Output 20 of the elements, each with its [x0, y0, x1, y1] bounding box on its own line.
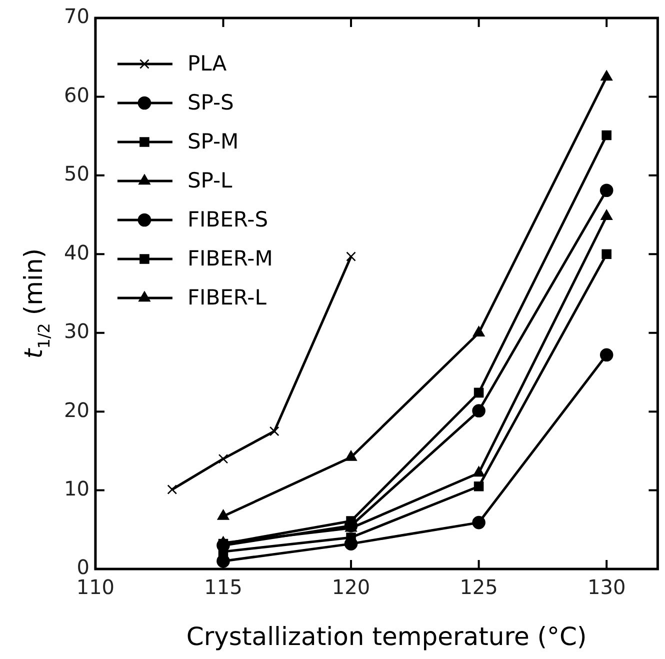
- x-tick-label: 115: [204, 575, 242, 600]
- y-tick-label: 20: [64, 398, 90, 422]
- legend-label: SP-L: [187, 168, 233, 192]
- y-tick-label: 60: [64, 82, 90, 107]
- legend-label: PLA: [187, 51, 228, 76]
- x-tick-label: 125: [460, 575, 498, 600]
- x-tick-label: 120: [332, 575, 370, 600]
- legend-label: FIBER-S: [187, 207, 268, 232]
- legend-label: FIBER-L: [187, 285, 267, 310]
- y-tick-label: 70: [64, 4, 90, 28]
- y-tick-label: 10: [64, 476, 90, 500]
- x-tick-label: 130: [587, 575, 626, 600]
- legend-label: SP-S: [187, 90, 234, 114]
- y-tick-label: 50: [64, 162, 90, 186]
- y-tick-label: 40: [64, 240, 90, 264]
- legend-label: FIBER-M: [187, 246, 273, 270]
- y-axis-title: t1/2 (min): [19, 248, 54, 359]
- legend-label: SP-M: [187, 129, 239, 154]
- x-axis-title: Crystallization temperature (°C): [186, 622, 587, 651]
- y-tick-label: 30: [64, 319, 90, 344]
